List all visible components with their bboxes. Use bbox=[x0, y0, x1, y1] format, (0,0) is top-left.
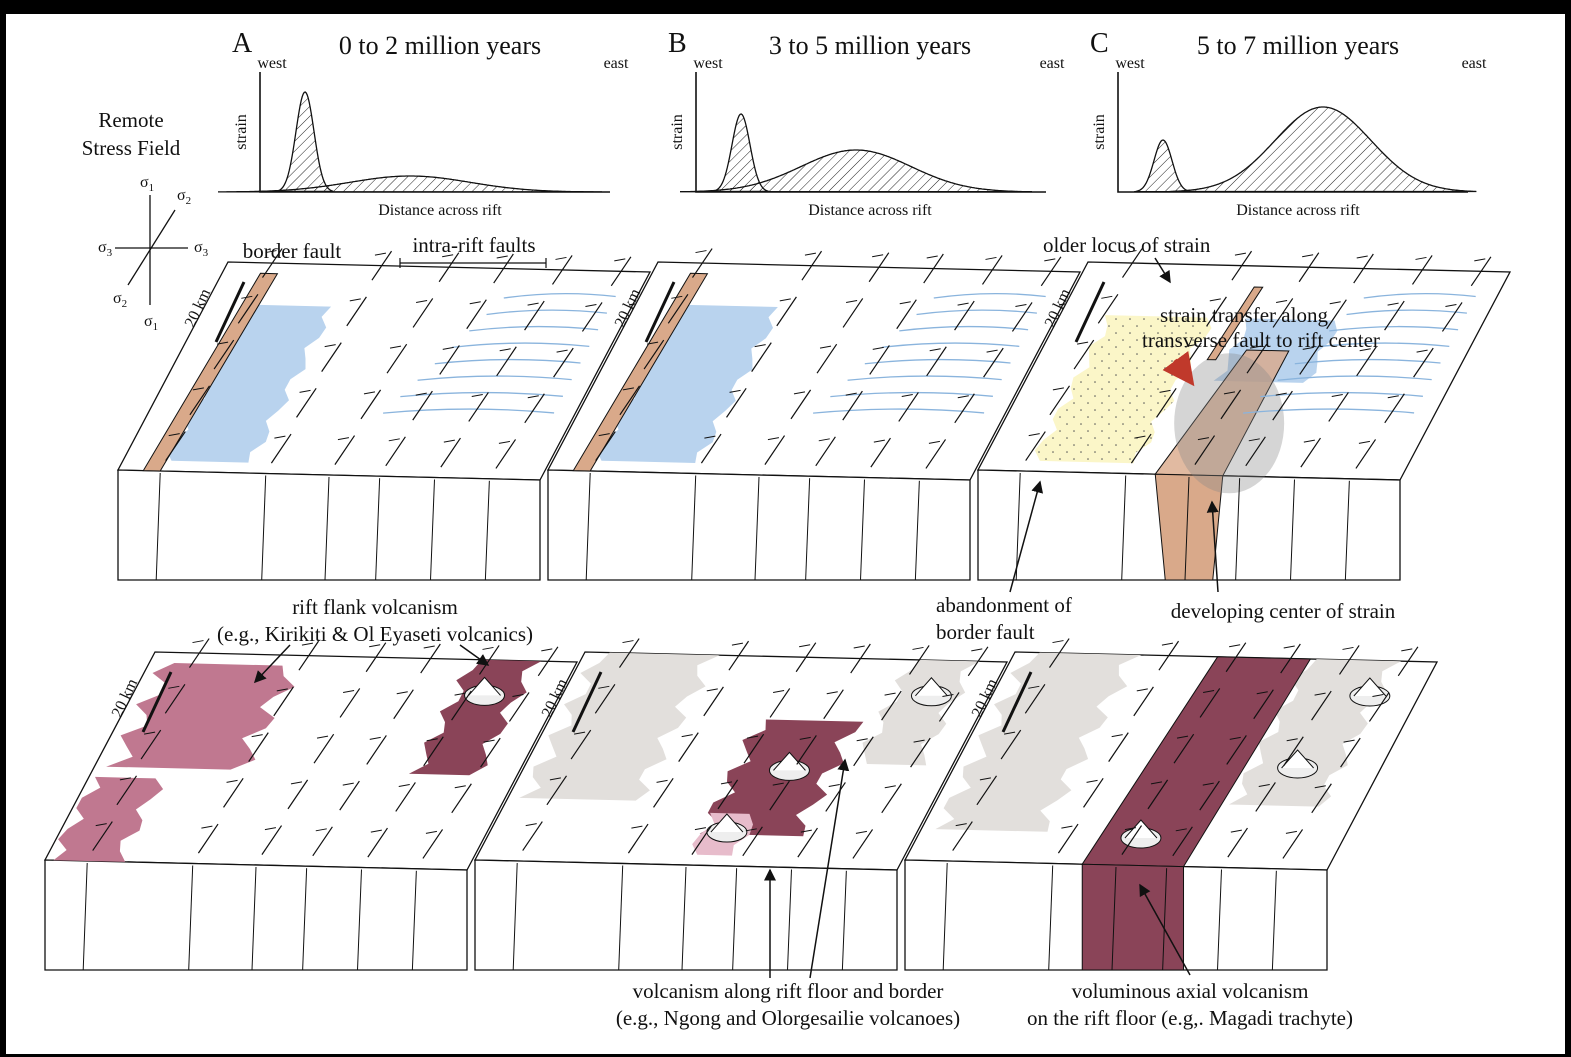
annotation: older locus of strain bbox=[1043, 233, 1211, 257]
panel-letter: C bbox=[1090, 28, 1109, 59]
page: A 0 to 2 million years west east strain Dista… bbox=[0, 0, 1571, 1057]
y-axis-label: strain bbox=[669, 114, 686, 150]
annotation: border fault bbox=[243, 239, 342, 263]
annotation: volcanism along rift floor and border bbox=[633, 979, 944, 1003]
panel-title: 5 to 7 million years bbox=[1197, 31, 1399, 60]
panel-letter: B bbox=[668, 28, 687, 59]
annotation: rift flank volcanism bbox=[292, 595, 458, 619]
annotation: (e.g., Kirikiti & Ol Eyaseti volcanics) bbox=[217, 622, 533, 646]
east-label: east bbox=[1462, 55, 1487, 72]
subscript: 3 bbox=[107, 247, 113, 259]
y-axis-label: strain bbox=[233, 114, 250, 150]
panel-letter: A bbox=[232, 28, 253, 59]
stress-title: Stress Field bbox=[82, 136, 181, 160]
annotation: (e.g., Ngong and Olorgesailie volcanoes) bbox=[616, 1006, 960, 1030]
strain-center bbox=[1155, 474, 1223, 580]
annotation: developing center of strain bbox=[1171, 599, 1396, 623]
panel-title: 3 to 5 million years bbox=[769, 31, 971, 60]
east-label: east bbox=[1040, 55, 1065, 72]
west-label: west bbox=[1115, 55, 1145, 72]
annotation: abandonment of bbox=[936, 593, 1072, 617]
annotation: strain transfer along bbox=[1160, 303, 1328, 327]
east-label: east bbox=[604, 55, 629, 72]
annotation: on the rift floor (e.g,. Magadi trachyte… bbox=[1027, 1006, 1353, 1030]
x-axis-label: Distance across rift bbox=[1236, 202, 1360, 219]
annotation: voluminous axial volcanism bbox=[1072, 979, 1309, 1003]
x-axis-label: Distance across rift bbox=[378, 202, 502, 219]
subscript: 2 bbox=[186, 195, 192, 207]
panel-title: 0 to 2 million years bbox=[339, 31, 541, 60]
subscript: 1 bbox=[153, 321, 159, 333]
stress-title: Remote bbox=[98, 108, 163, 132]
subscript: 2 bbox=[122, 298, 128, 310]
x-axis-label: Distance across rift bbox=[808, 202, 932, 219]
subscript: 3 bbox=[203, 247, 209, 259]
west-label: west bbox=[693, 55, 723, 72]
annotation: border fault bbox=[936, 620, 1035, 644]
y-axis-label: strain bbox=[1091, 114, 1108, 150]
annotation: intra-rift faults bbox=[412, 233, 535, 257]
volcanics bbox=[1082, 864, 1183, 970]
west-label: west bbox=[257, 55, 287, 72]
strain-zone bbox=[1174, 353, 1284, 493]
annotation: transverse fault to rift center bbox=[1142, 328, 1380, 352]
subscript: 1 bbox=[149, 182, 155, 194]
figure: A 0 to 2 million years west east strain Dista… bbox=[0, 0, 1571, 1057]
